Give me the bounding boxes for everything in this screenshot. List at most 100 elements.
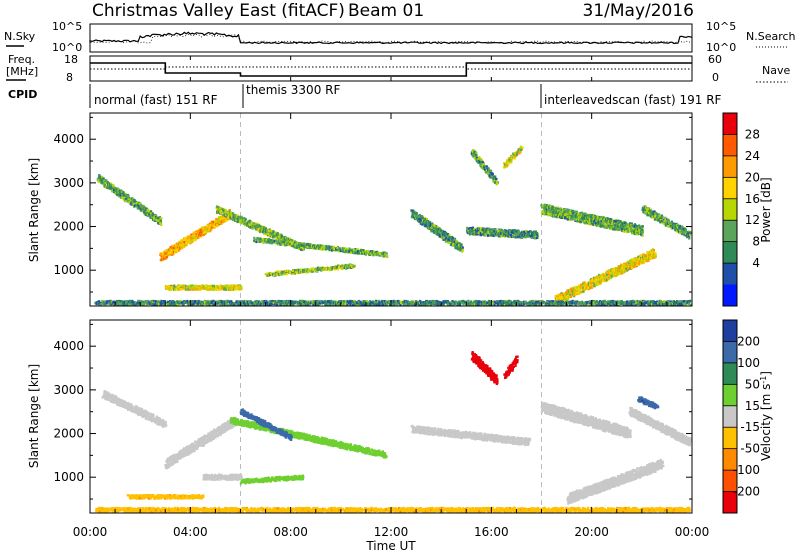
data-cell bbox=[354, 248, 357, 251]
data-cell bbox=[138, 202, 141, 206]
data-cell bbox=[121, 194, 124, 197]
data-cell bbox=[477, 227, 480, 230]
data-cell bbox=[275, 231, 278, 235]
data-cell bbox=[412, 215, 415, 218]
data-cell bbox=[229, 216, 233, 219]
data-cell bbox=[188, 240, 191, 243]
data-cell bbox=[350, 251, 353, 254]
data-cell bbox=[265, 240, 268, 243]
data-cell bbox=[212, 284, 215, 288]
data-cell bbox=[534, 237, 537, 240]
data-cell bbox=[230, 217, 233, 221]
data-cell bbox=[291, 244, 294, 248]
data-cell bbox=[376, 250, 379, 254]
data-cell bbox=[285, 269, 288, 273]
data-cell bbox=[342, 248, 345, 251]
data-cell bbox=[201, 231, 204, 234]
data-cell bbox=[155, 216, 158, 219]
data-cell bbox=[515, 231, 518, 235]
data-cell bbox=[119, 191, 122, 194]
data-cell bbox=[436, 226, 439, 229]
data-cell bbox=[510, 159, 513, 162]
data-cell bbox=[232, 215, 235, 218]
data-cell bbox=[356, 252, 359, 255]
data-cell bbox=[560, 211, 563, 214]
data-cell bbox=[571, 218, 574, 221]
data-cell bbox=[183, 284, 187, 287]
data-cell bbox=[253, 236, 256, 240]
data-cell bbox=[309, 246, 313, 249]
data-cell bbox=[275, 235, 278, 238]
data-cell bbox=[101, 175, 104, 179]
data-cell bbox=[554, 214, 557, 217]
data-cell bbox=[159, 217, 162, 220]
data-cell bbox=[361, 252, 364, 255]
data-cell bbox=[294, 241, 297, 244]
data-cell bbox=[454, 246, 457, 250]
data-cell bbox=[280, 271, 283, 274]
data-cell bbox=[491, 229, 495, 232]
data-cell bbox=[452, 243, 455, 246]
data-cell bbox=[342, 250, 345, 253]
data-cell bbox=[265, 241, 268, 244]
data-cell bbox=[459, 248, 462, 251]
data-cell bbox=[238, 215, 241, 219]
data-cell bbox=[495, 182, 499, 186]
data-cell bbox=[232, 213, 235, 216]
data-cell bbox=[482, 167, 485, 171]
data-cell bbox=[466, 229, 469, 233]
data-cell bbox=[304, 243, 307, 246]
cpid-segment-themis: themis 3300 RF bbox=[246, 83, 340, 97]
data-cell bbox=[275, 242, 278, 245]
data-cell bbox=[159, 219, 162, 222]
data-cell bbox=[193, 231, 196, 234]
data-cell bbox=[202, 286, 205, 289]
data-cell bbox=[532, 230, 535, 233]
data-cell bbox=[442, 238, 445, 241]
data-cell bbox=[317, 244, 320, 247]
data-cell bbox=[317, 266, 320, 270]
data-cell bbox=[517, 148, 520, 152]
data-cell bbox=[431, 226, 434, 229]
data-cell bbox=[284, 243, 287, 247]
data-cell bbox=[487, 234, 490, 237]
data-cell bbox=[461, 246, 464, 249]
data-cell bbox=[376, 252, 379, 256]
data-cell bbox=[222, 285, 226, 288]
data-cell bbox=[219, 222, 222, 225]
figure-title: Christmas Valley East (fitACF) bbox=[92, 1, 345, 21]
data-cell bbox=[269, 241, 272, 245]
data-cell bbox=[170, 286, 173, 289]
data-cell bbox=[488, 227, 491, 230]
data-cell bbox=[480, 162, 483, 165]
data-cell bbox=[282, 241, 285, 244]
data-cell bbox=[490, 231, 493, 235]
data-cell bbox=[370, 253, 373, 256]
data-cell bbox=[240, 218, 244, 221]
data-cell bbox=[262, 237, 265, 241]
data-cell bbox=[421, 223, 424, 226]
data-cell bbox=[213, 223, 217, 227]
data-cell bbox=[285, 239, 288, 242]
data-cell bbox=[267, 229, 270, 232]
data-cell bbox=[485, 171, 488, 174]
data-cell bbox=[419, 218, 422, 221]
cpid-label: CPID bbox=[8, 88, 37, 101]
data-cell bbox=[477, 161, 480, 164]
data-cell bbox=[165, 256, 168, 259]
data-cell bbox=[458, 244, 461, 247]
data-cell bbox=[210, 228, 213, 231]
data-cell bbox=[259, 237, 262, 240]
data-cell bbox=[446, 239, 449, 242]
data-cell bbox=[584, 212, 587, 215]
data-cell bbox=[509, 232, 512, 235]
data-cell bbox=[557, 208, 560, 211]
data-cell bbox=[520, 148, 523, 151]
data-cell bbox=[366, 249, 369, 253]
data-cell bbox=[219, 286, 222, 289]
data-cell bbox=[199, 229, 202, 232]
data-cell bbox=[266, 272, 269, 275]
data-cell bbox=[565, 213, 568, 216]
data-cell bbox=[191, 288, 194, 291]
